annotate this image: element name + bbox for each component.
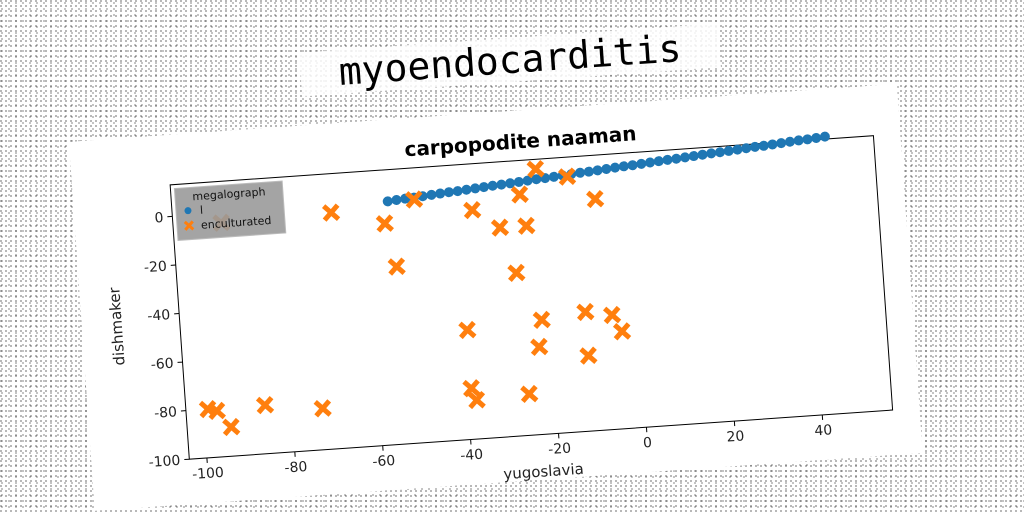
data-point	[583, 166, 594, 177]
legend-entry-label: enculturated	[201, 214, 272, 232]
data-point	[575, 167, 586, 178]
data-point	[435, 188, 446, 199]
x-axis-label: yugoslavia	[503, 460, 585, 484]
data-point	[697, 149, 708, 160]
data-point	[375, 214, 394, 233]
x-tick-label: -20	[548, 441, 572, 459]
data-point	[520, 384, 539, 404]
data-point	[802, 134, 813, 145]
data-point	[557, 167, 577, 186]
data-point	[645, 157, 656, 168]
data-point	[222, 417, 241, 437]
data-point	[321, 203, 341, 222]
x-tick-label: -80	[284, 459, 308, 477]
data-point	[490, 218, 510, 237]
data-point	[470, 183, 481, 194]
data-point	[478, 182, 489, 193]
legend-marker	[183, 220, 195, 231]
figure: -100 -80 -60 -40 -20 0 20 40 0 -20 -40 -60 -80 -100 yu…	[68, 83, 923, 511]
data-point	[530, 337, 549, 357]
legend-marker	[184, 207, 192, 215]
legend-entry-label: l	[200, 204, 204, 217]
data-point	[532, 310, 551, 329]
data-point	[458, 320, 477, 340]
x-tick-label: 40	[814, 422, 833, 439]
data-point	[749, 141, 760, 152]
series-1	[382, 131, 830, 207]
data-point	[531, 174, 542, 185]
data-point	[576, 302, 595, 322]
data-point	[548, 171, 559, 182]
data-point	[767, 139, 778, 150]
y-tick-label: 0	[154, 210, 164, 227]
data-point	[706, 148, 717, 159]
data-point	[255, 395, 275, 415]
data-point	[496, 179, 507, 190]
x-tick-label: -40	[460, 447, 484, 465]
x-tick-label: -100	[192, 465, 225, 483]
data-point	[662, 154, 673, 165]
data-point	[507, 263, 526, 282]
data-point	[793, 135, 804, 146]
data-point	[819, 131, 830, 142]
data-point	[505, 178, 516, 189]
data-point	[510, 185, 529, 204]
data-point	[714, 147, 725, 158]
data-point	[636, 158, 647, 169]
y-tick-label: -80	[154, 404, 178, 422]
legend-title: megalograph	[192, 185, 266, 203]
x-tick-label: -60	[372, 453, 396, 471]
data-point	[653, 156, 664, 167]
x-tick-label: 0	[643, 435, 653, 452]
legend-box	[173, 180, 287, 241]
data-point	[602, 305, 622, 325]
data-point	[513, 176, 524, 187]
data-point	[627, 160, 638, 171]
data-point	[522, 175, 533, 186]
data-point	[680, 152, 691, 163]
data-point	[382, 196, 393, 207]
data-point	[732, 144, 743, 155]
data-point	[601, 163, 612, 174]
data-point	[526, 159, 545, 179]
y-tick-label: -60	[150, 356, 174, 374]
y-axis-label: dishmaker	[105, 286, 128, 366]
data-point	[612, 322, 632, 341]
data-point	[452, 186, 463, 197]
data-point	[811, 132, 822, 143]
data-point	[461, 184, 472, 195]
data-point	[671, 153, 682, 164]
y-tick-label: -100	[148, 453, 181, 471]
x-tick-label: 20	[726, 428, 745, 445]
data-point	[586, 189, 605, 209]
data-point	[463, 200, 482, 220]
y-tick-label: -40	[147, 307, 171, 325]
data-point	[723, 145, 734, 156]
data-point	[517, 216, 536, 235]
data-point	[741, 143, 752, 154]
data-point	[618, 161, 629, 172]
data-point	[776, 138, 787, 149]
data-point	[784, 136, 795, 147]
data-point	[391, 195, 402, 206]
data-point	[443, 187, 454, 198]
data-point	[404, 190, 424, 209]
data-point	[462, 379, 481, 398]
data-point	[610, 162, 621, 173]
data-point	[579, 346, 598, 365]
data-point	[207, 401, 226, 421]
data-point	[387, 257, 406, 276]
y-tick-label: -20	[143, 259, 167, 277]
data-point	[467, 390, 486, 410]
data-point	[592, 165, 603, 176]
data-point	[426, 189, 437, 200]
data-point	[313, 399, 332, 418]
data-point	[487, 180, 498, 191]
data-point	[688, 151, 699, 162]
plot-frame	[169, 135, 894, 460]
data-point	[758, 140, 769, 151]
